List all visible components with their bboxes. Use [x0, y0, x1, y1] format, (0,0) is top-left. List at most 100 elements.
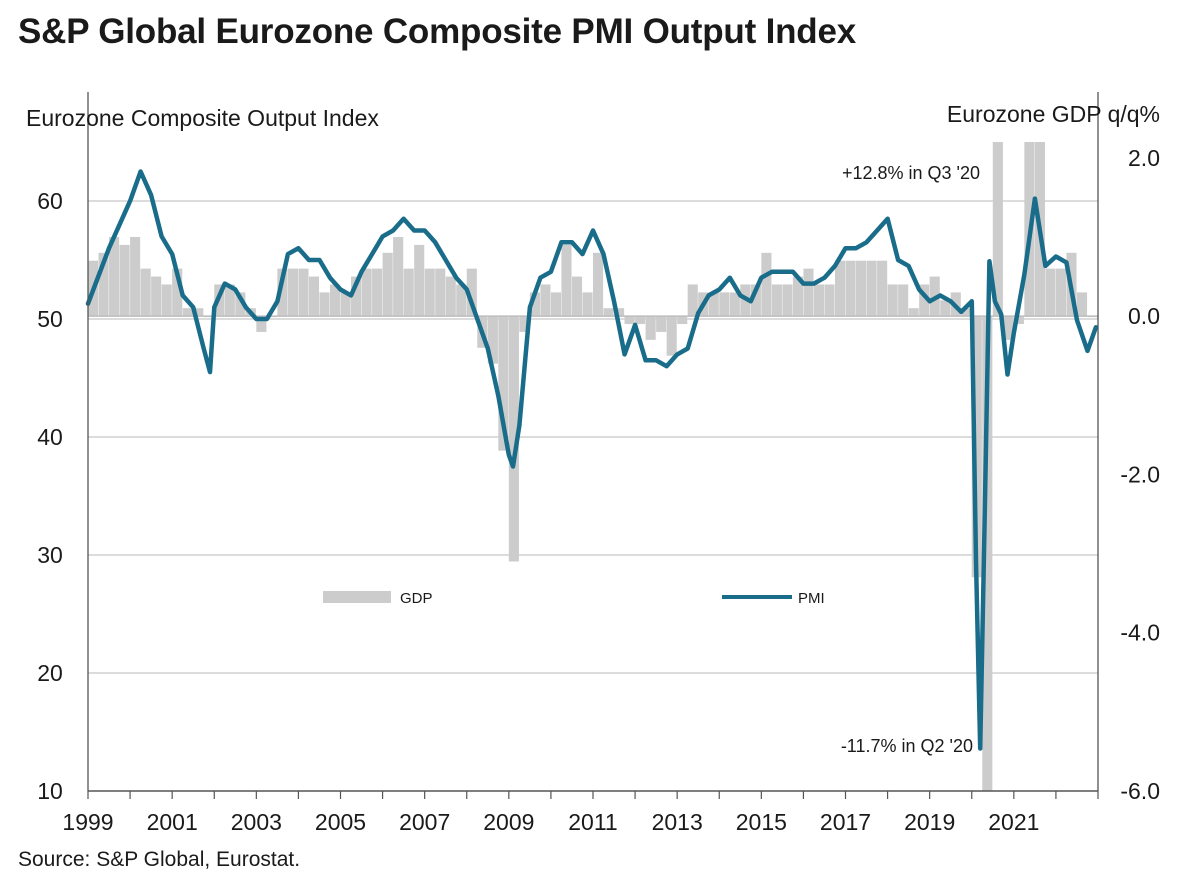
- gdp-bar: [550, 292, 562, 317]
- gdp-bar: [961, 308, 972, 317]
- left-axis-label: Eurozone Composite Output Index: [26, 105, 379, 131]
- gdp-bar: [224, 284, 235, 317]
- x-tick-label: 2017: [820, 809, 871, 835]
- gdp-bar: [456, 284, 467, 317]
- gdp-bar: [666, 316, 677, 356]
- gdp-bar: [771, 284, 782, 317]
- gdp-bar: [1055, 268, 1067, 317]
- pmi-series-line: [85, 169, 1099, 751]
- gdp-bar: [466, 268, 477, 317]
- gdp-bar: [372, 268, 383, 317]
- gdp-bar: [603, 308, 614, 317]
- legend-gdp-label: GDP: [400, 590, 433, 607]
- left-tick-label: 30: [37, 542, 63, 568]
- gdp-bar: [898, 284, 909, 317]
- source-note: Source: S&P Global, Eurostat.: [18, 848, 301, 871]
- gdp-bar: [940, 300, 951, 317]
- gdp-bar: [393, 236, 404, 317]
- x-tick-label: 2003: [231, 809, 282, 835]
- gdp-bar: [98, 252, 109, 317]
- gdp-bar: [677, 316, 688, 325]
- x-tick-label: 1999: [62, 809, 113, 835]
- gdp-bar: [866, 260, 877, 317]
- gdp-bar: [919, 284, 930, 317]
- gdp-bar: [971, 316, 982, 578]
- gdp-bar: [256, 316, 267, 332]
- x-tick-label: 2009: [483, 809, 534, 835]
- gdp-bar: [1076, 292, 1088, 317]
- right-tick-label: -4.0: [1120, 620, 1160, 646]
- gdp-bar: [782, 284, 793, 317]
- gdp-bar: [540, 284, 551, 317]
- gdp-bar: [340, 292, 351, 317]
- gdp-bar: [414, 244, 425, 317]
- gdp-bar: [845, 260, 856, 317]
- right-tick-label: -6.0: [1120, 778, 1160, 804]
- gdp-bar: [982, 316, 993, 791]
- gdp-bar: [298, 268, 309, 317]
- gdp-bar: [887, 284, 898, 317]
- x-tick-label: 2001: [147, 809, 198, 835]
- left-tick-label: 40: [37, 424, 63, 450]
- gdp-bar: [813, 284, 825, 317]
- gdp-bar: [834, 260, 846, 317]
- gdp-bar: [624, 316, 635, 325]
- gdp-bar: [992, 142, 1003, 317]
- right-tick-label: -2.0: [1120, 461, 1160, 487]
- left-tick-label: 50: [37, 306, 63, 332]
- gdp-bar: [750, 284, 761, 317]
- right-tick-label: 2.0: [1128, 145, 1160, 171]
- annotation-gdp-low: -11.7% in Q2 '20: [841, 736, 973, 756]
- gdp-bar: [109, 236, 120, 317]
- gdp-bar: [582, 292, 593, 317]
- gdp-bar: [729, 292, 740, 317]
- chart-title: S&P Global Eurozone Composite PMI Output…: [18, 12, 856, 51]
- gdp-bar: [161, 284, 172, 317]
- gdp-bar: [519, 316, 530, 332]
- x-tick-label: 2011: [568, 809, 617, 835]
- legend-gdp-swatch: [323, 591, 391, 603]
- gdp-bar: [361, 268, 372, 317]
- legend-pmi-label: PMI: [798, 590, 825, 607]
- x-axis-ticks: 1999 2001 2003 2005 2007 2009 2011 2013 2015 2017…: [62, 791, 1099, 835]
- gdp-bar: [792, 276, 803, 317]
- gdp-bar: [656, 316, 667, 332]
- gdp-bar: [571, 276, 583, 317]
- gdp-bar: [498, 316, 509, 451]
- left-tick-label: 20: [37, 660, 63, 686]
- gdp-bar: [908, 308, 919, 317]
- gdp-bar: [487, 316, 498, 364]
- gdp-bar: [824, 284, 835, 317]
- gdp-bar: [687, 284, 698, 317]
- annotation-gdp-high: +12.8% in Q3 '20: [842, 163, 980, 183]
- gdp-bar: [193, 308, 204, 317]
- gdp-bar: [435, 268, 446, 317]
- gdp-bar: [856, 260, 867, 317]
- gdp-bar: [529, 292, 540, 317]
- gdp-bar: [351, 276, 362, 317]
- gdp-bar: [877, 260, 888, 317]
- gdp-bar: [719, 292, 730, 317]
- legend: GDP PMI: [323, 590, 825, 607]
- gdp-bar: [277, 268, 288, 317]
- gdp-bar: [803, 268, 814, 317]
- x-tick-label: 2013: [652, 809, 703, 835]
- gdp-bar: [182, 308, 193, 317]
- left-axis-ticks: 10 20 30 40 50 60: [37, 188, 63, 804]
- x-tick-label: 2015: [736, 809, 787, 835]
- gdp-bar: [761, 252, 772, 317]
- gdp-bar: [119, 244, 130, 317]
- gdp-bar: [235, 292, 246, 317]
- gdp-bar: [635, 316, 646, 325]
- gdp-bar: [172, 268, 183, 317]
- gdp-bar: [287, 268, 298, 317]
- gdp-bar: [1013, 316, 1024, 325]
- gdp-bar: [708, 292, 719, 317]
- x-tick-label: 2021: [988, 809, 1039, 835]
- right-axis-label: Eurozone GDP q/q%: [947, 101, 1160, 127]
- gdp-bar: [1003, 316, 1014, 340]
- x-tick-label: 2005: [315, 809, 366, 835]
- gdp-bar: [403, 268, 414, 317]
- gdp-bar: [1045, 268, 1056, 317]
